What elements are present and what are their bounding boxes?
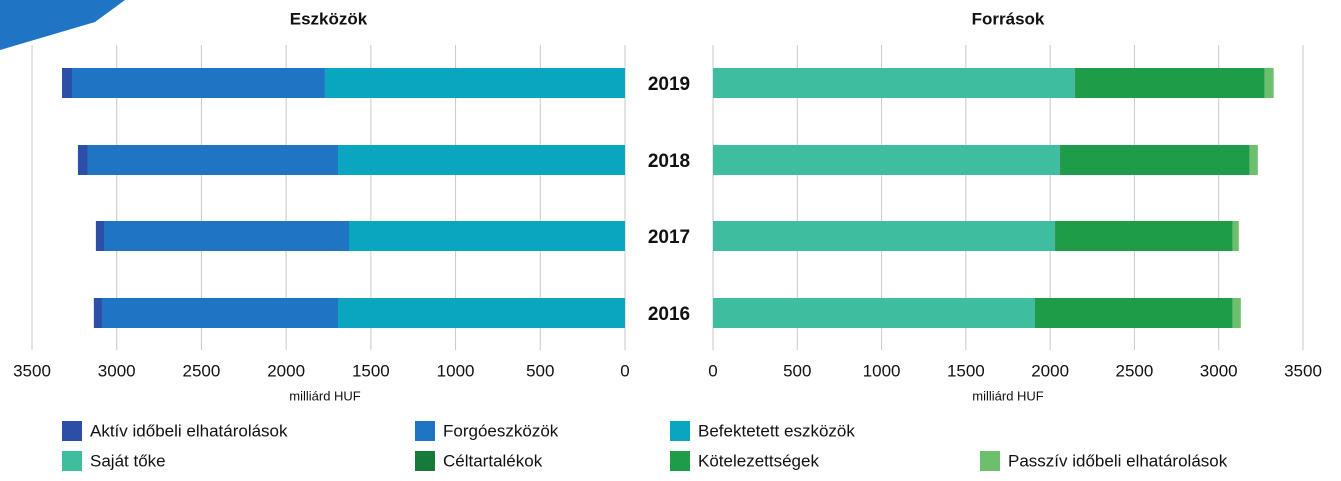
category-label: 2016 [648, 304, 690, 325]
bar-segment [349, 221, 625, 251]
x-tick-label: 3500 [1284, 361, 1322, 380]
bar-segment [713, 145, 1060, 175]
legend-label: Céltartalékok [443, 451, 543, 470]
bar-segment [1075, 68, 1265, 98]
x-tick-label: 2000 [1031, 361, 1069, 380]
bar-segment [713, 68, 1075, 98]
x-tick-label: 0 [620, 361, 629, 380]
x-tick-label: 1000 [863, 361, 901, 380]
bar-segment [1034, 298, 1036, 328]
bar-segment [104, 221, 350, 251]
bar-segment [1232, 221, 1239, 251]
legend-label: Forgóeszközök [443, 421, 559, 440]
x-tick-label: 3500 [13, 361, 51, 380]
bar-segment [1074, 68, 1076, 98]
bar-segment [1035, 298, 1233, 328]
chart-title: Források [972, 9, 1045, 28]
bar-segment [324, 68, 625, 98]
bar-segment [77, 145, 88, 175]
bar-segment [1060, 145, 1250, 175]
x-tick-label: 3000 [98, 361, 136, 380]
x-axis-label: milliárd HUF [972, 388, 1044, 403]
x-tick-label: 500 [526, 361, 554, 380]
legend-label: Saját tőke [90, 451, 166, 470]
bar-segment [101, 298, 338, 328]
legend-swatch [980, 451, 1000, 471]
bar-segment [1249, 145, 1258, 175]
bar-segment [1232, 298, 1241, 328]
bar-segment [61, 68, 72, 98]
bar-segment [1055, 221, 1233, 251]
bar-segment [71, 68, 325, 98]
x-tick-label: 0 [708, 361, 717, 380]
bar-segment [713, 298, 1035, 328]
bar-segment [337, 298, 625, 328]
x-tick-label: 3000 [1200, 361, 1238, 380]
bar-segment [1264, 68, 1274, 98]
category-label: 2019 [648, 74, 690, 95]
chart-title: Eszközök [290, 9, 368, 28]
legend-label: Aktív időbeli elhatárolások [90, 421, 288, 440]
x-tick-label: 1500 [352, 361, 390, 380]
x-tick-label: 1500 [947, 361, 985, 380]
category-label: 2018 [648, 151, 690, 172]
legend-label: Kötelezettségek [698, 451, 819, 470]
x-tick-label: 2500 [183, 361, 221, 380]
legend-label: Passzív időbeli elhatárolások [1008, 451, 1228, 470]
bar-segment [1059, 145, 1061, 175]
legend-swatch [62, 421, 82, 441]
legend-swatch [415, 451, 435, 471]
x-tick-label: 1000 [437, 361, 475, 380]
bar-segment [713, 221, 1055, 251]
category-label: 2017 [648, 227, 690, 248]
corner-decoration [0, 0, 125, 50]
legend-swatch [670, 451, 690, 471]
bar-segment [87, 145, 338, 175]
bar-segment [93, 298, 102, 328]
legend-label: Befektetett eszközök [698, 421, 855, 440]
x-tick-label: 2000 [267, 361, 305, 380]
x-axis-label: milliárd HUF [289, 388, 361, 403]
bar-segment [337, 145, 625, 175]
bar-segment [95, 221, 105, 251]
x-tick-label: 2500 [1116, 361, 1154, 380]
legend-swatch [670, 421, 690, 441]
legend-swatch [62, 451, 82, 471]
bar-segment [1054, 221, 1056, 251]
legend-swatch [415, 421, 435, 441]
x-tick-label: 500 [783, 361, 811, 380]
